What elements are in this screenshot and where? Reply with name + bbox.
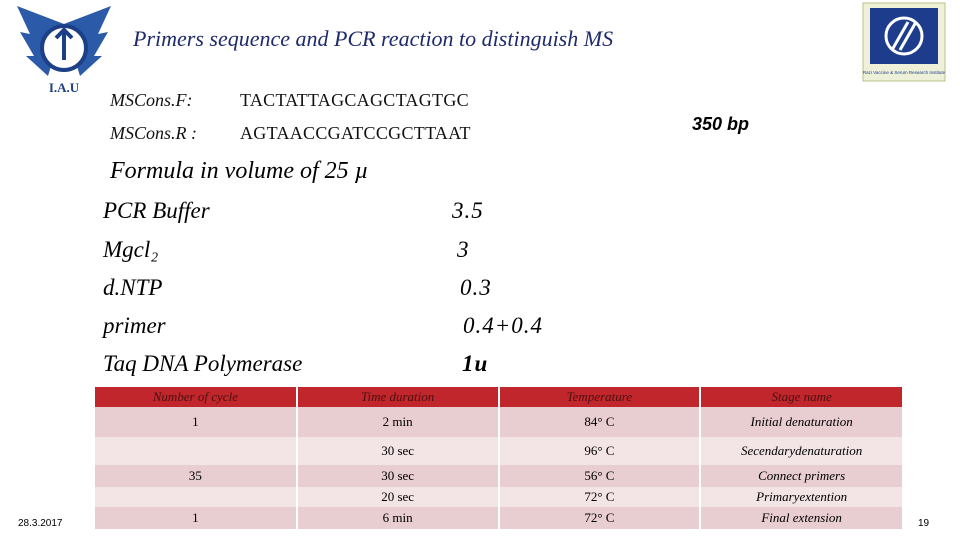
slide-title: Primers sequence and PCR reaction to dis… — [133, 26, 614, 51]
table-cell: 56° C — [497, 465, 701, 487]
primer-name: MSCons.F: — [110, 90, 193, 110]
table-cell: 84° C — [497, 407, 701, 437]
reagent: d.NTP — [103, 275, 163, 300]
amount: 1u — [462, 351, 489, 376]
reagent: primer — [103, 313, 166, 338]
logo-emblem — [890, 21, 918, 51]
table-row: 20 sec 72° C Primaryextention — [95, 487, 902, 507]
amount: 0.4+0.4 — [463, 313, 544, 338]
logo-emblem — [884, 16, 924, 56]
table-row: 30 sec 96° C Secendarydenaturation — [95, 437, 902, 465]
table-cell: 72° C — [497, 507, 701, 529]
table-cell: 30 sec — [295, 437, 499, 465]
table-cell: 6 min — [295, 507, 499, 529]
formula-heading: Formula in volume of 25 µ — [110, 158, 369, 184]
primer-sequence: AGTAACCGATCCGCTTAAT — [240, 123, 471, 143]
header-cell: Number of cycle — [95, 387, 297, 407]
date: 28.3.2017 — [18, 518, 63, 529]
emblem — [54, 27, 74, 60]
logo-text: Razi Vaccine & Serum Research Institute — [863, 70, 946, 75]
primer-sequence: TACTATTAGCAGCTAGTGC — [240, 90, 469, 110]
table-cell — [95, 487, 297, 507]
right-logo: Razi Vaccine & Serum Research Institute — [862, 2, 946, 82]
table-cell: 96° C — [497, 437, 701, 465]
table-cell: Final extension — [699, 507, 902, 529]
reagent: Mgcl₂ — [103, 237, 159, 262]
table-cell: 35 — [95, 465, 297, 487]
table-row: 35 30 sec 56° C Connect primers — [95, 465, 902, 487]
table-cell: 20 sec — [295, 487, 499, 507]
table-cell: Initial denaturation — [699, 407, 902, 437]
page-number: 19 — [918, 518, 930, 529]
amount: 3.5 — [452, 198, 484, 223]
amount: 0.3 — [460, 275, 492, 300]
table-cell: 72° C — [497, 487, 701, 507]
table-cell: 1 — [95, 507, 297, 529]
header-cell: Stage name — [699, 387, 902, 407]
logo-text: I.A.U — [49, 80, 80, 95]
table-cell: 1 — [95, 407, 297, 437]
product-size: 350 bp — [692, 114, 750, 134]
amount: 3 — [457, 237, 470, 262]
table-cell: 2 min — [295, 407, 499, 437]
reagent: Taq DNA Polymerase — [103, 351, 303, 376]
header-row: Number of cycle Time duration Temperatur… — [95, 387, 902, 407]
left-logo: I.A.U — [17, 6, 111, 95]
header-cell: Temperature — [497, 387, 701, 407]
pcr-table: Number of cycle Time duration Temperatur… — [95, 387, 902, 529]
reagent: PCR Buffer — [103, 198, 210, 223]
table-cell: 30 sec — [295, 465, 499, 487]
table-cell: Primaryextention — [699, 487, 902, 507]
logo-box — [870, 8, 938, 64]
table-cell: Connect primers — [699, 465, 902, 487]
table-cell: Secendarydenaturation — [699, 437, 902, 465]
primer-name: MSCons.R : — [110, 123, 197, 143]
table-cell — [95, 437, 297, 465]
header-cell: Time duration — [295, 387, 499, 407]
